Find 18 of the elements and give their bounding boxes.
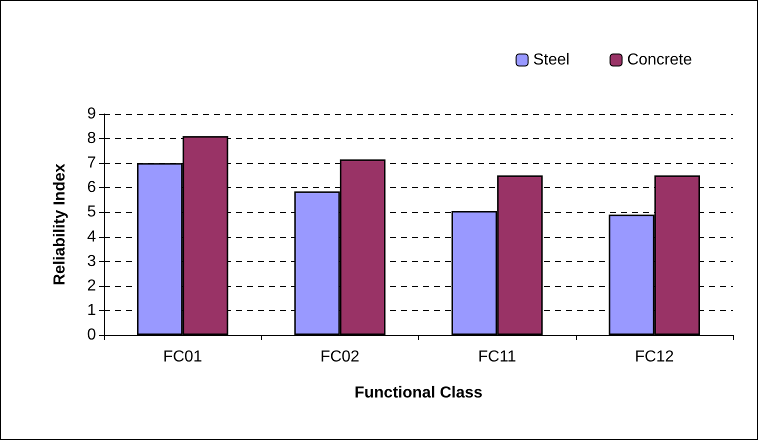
y-tick-label: 8 [87, 130, 96, 148]
legend-label: Concrete [627, 52, 692, 68]
y-axis-title: Reliability Index [52, 163, 68, 286]
x-tick-label: FC11 [478, 348, 516, 366]
x-tick-label: FC01 [163, 348, 202, 366]
y-tick-label: 3 [87, 252, 96, 270]
y-tick-label: 2 [87, 277, 96, 294]
y-tick-label: 5 [87, 204, 96, 221]
y-tick-label: 7 [87, 154, 96, 172]
x-tick-label: FC02 [320, 348, 360, 366]
y-tick-label: 1 [87, 302, 96, 319]
x-axis-title: Functional Class [354, 384, 483, 402]
x-tick-label: FC12 [634, 348, 674, 366]
y-tick-label: 6 [87, 179, 96, 196]
y-tick-label: 9 [87, 106, 96, 122]
y-tick-label: 4 [87, 228, 96, 246]
legend-label: Steel [533, 52, 570, 68]
y-tick-label: 0 [87, 326, 96, 344]
